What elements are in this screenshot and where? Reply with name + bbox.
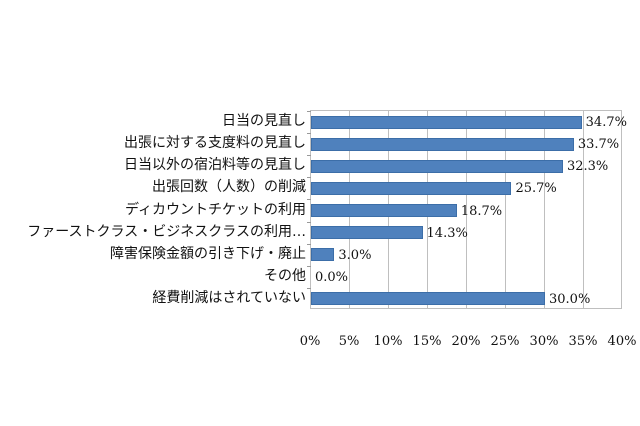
bar — [311, 137, 574, 151]
y-tick-mark — [307, 133, 311, 135]
plot-area — [307, 110, 622, 309]
bar — [311, 226, 423, 240]
y-tick-mark — [307, 265, 311, 267]
bar — [311, 115, 582, 129]
y-tick-mark — [307, 111, 311, 112]
category-label: 経費削減はされていない — [152, 289, 306, 306]
bar — [311, 204, 457, 217]
x-tick-label: 5% — [338, 334, 360, 349]
value-label: 25.7% — [515, 181, 557, 197]
gridline — [466, 111, 467, 308]
y-tick-mark — [307, 243, 311, 245]
value-label: 34.7% — [585, 115, 627, 131]
x-tick-label: 25% — [490, 334, 520, 349]
x-tick-label: 10% — [373, 334, 403, 349]
value-label: 0.0% — [315, 269, 349, 285]
x-tick-label: 30% — [529, 334, 559, 349]
category-label: 出張回数（人数）の削減 — [152, 179, 306, 196]
gridline — [583, 111, 584, 308]
category-label: ファーストクラス・ビジネスクラスの利用… — [27, 223, 306, 240]
x-tick-label: 35% — [568, 334, 598, 349]
bar — [311, 159, 563, 173]
value-label: 32.3% — [566, 159, 609, 175]
category-label: 出張に対する支度料の見直し — [124, 135, 306, 152]
x-tick-label: 0% — [299, 334, 321, 349]
y-tick-mark — [307, 221, 311, 223]
value-label: 30.0% — [549, 291, 591, 307]
value-label: 14.3% — [426, 225, 468, 241]
y-tick-mark — [307, 199, 311, 201]
gridline — [544, 111, 545, 308]
category-label: その他 — [264, 267, 306, 284]
y-tick-mark — [307, 155, 311, 157]
category-label: 障害保険金額の引き下げ・廃止 — [110, 245, 306, 262]
x-tick-label: 20% — [451, 334, 481, 349]
bar — [311, 292, 545, 306]
bar — [311, 181, 512, 195]
category-label: 日当の見直し — [222, 113, 306, 130]
x-tick-label: 15% — [412, 334, 442, 349]
category-label: ディカウントチケットの利用 — [124, 201, 306, 218]
value-label: 18.7% — [460, 203, 503, 219]
category-label: 日当以外の宿泊料等の見直し — [124, 157, 306, 174]
bar — [311, 248, 335, 262]
y-tick-mark — [307, 177, 311, 179]
y-tick-mark — [307, 287, 311, 289]
value-label: 3.0% — [338, 247, 372, 263]
gridline — [505, 111, 506, 308]
x-tick-label: 40% — [607, 334, 637, 349]
value-label: 33.7% — [577, 137, 620, 153]
